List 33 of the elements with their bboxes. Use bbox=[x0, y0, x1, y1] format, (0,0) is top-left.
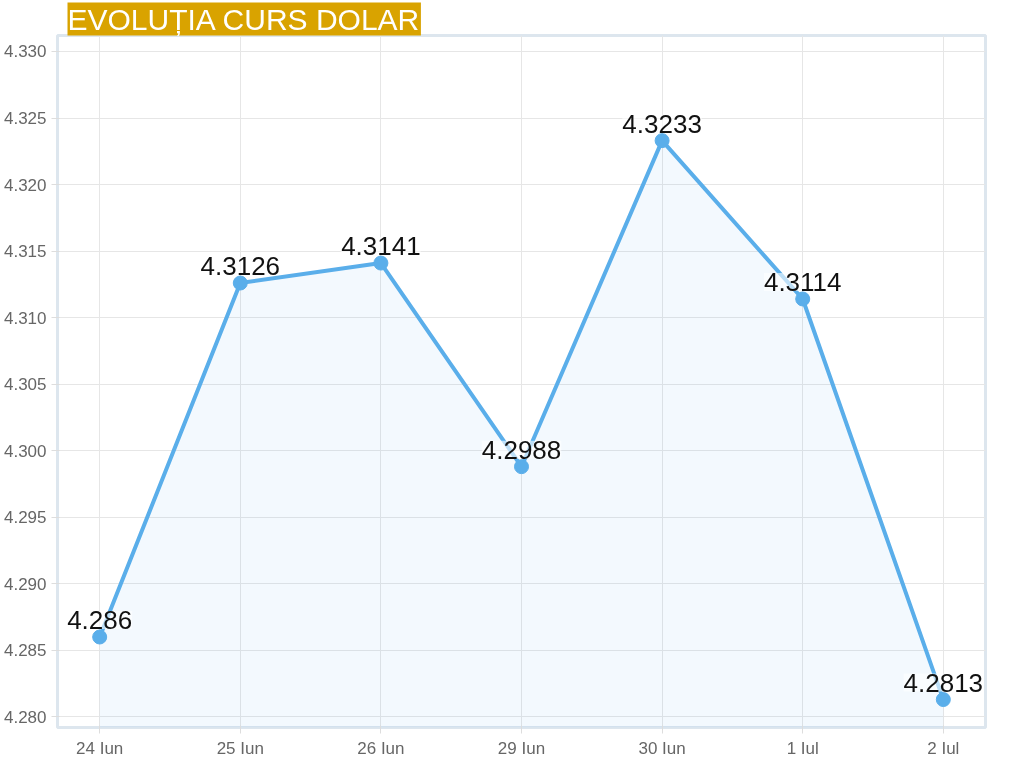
point bbox=[373, 255, 389, 271]
y-tick-label: 4.320 bbox=[3, 175, 47, 195]
x-tick-label: 25 Iun bbox=[216, 738, 264, 758]
data-label: 4.3126 bbox=[200, 251, 281, 282]
point bbox=[92, 629, 108, 645]
y-tick-label: 4.290 bbox=[3, 574, 47, 594]
x-tick-label: 24 Iun bbox=[76, 738, 124, 758]
chart-title: EVOLUȚIA CURS DOLAR bbox=[67, 2, 420, 36]
y-tick-label: 4.315 bbox=[3, 242, 47, 262]
y-tick-label: 4.300 bbox=[3, 441, 47, 461]
data-label: 4.3114 bbox=[763, 266, 842, 297]
data-label: 4.286 bbox=[67, 605, 133, 636]
x-tick-label: 2 Iul bbox=[927, 738, 960, 758]
y-tick-label: 4.295 bbox=[3, 508, 47, 528]
y-tick-label: 4.285 bbox=[3, 641, 47, 661]
point bbox=[232, 275, 248, 291]
y-tick-label: 4.280 bbox=[3, 707, 47, 727]
y-tick-label: 4.305 bbox=[3, 375, 47, 395]
x-tick-label: 29 Iun bbox=[497, 738, 546, 758]
data-label: 4.3233 bbox=[622, 108, 702, 139]
y-tick-label: 4.330 bbox=[3, 42, 47, 62]
point bbox=[795, 291, 811, 307]
x-tick-label: 30 Iun bbox=[638, 738, 686, 758]
point bbox=[514, 459, 529, 475]
x-tick-label: 1 Iul bbox=[786, 738, 819, 758]
y-tick-label: 4.325 bbox=[3, 109, 47, 129]
x-tick-label: 26 Iun bbox=[357, 738, 405, 758]
point bbox=[654, 133, 670, 149]
y-tick-label: 4.310 bbox=[3, 308, 47, 328]
point bbox=[935, 692, 951, 708]
data-label: 4.2988 bbox=[481, 434, 562, 465]
data-label: 4.2813 bbox=[903, 667, 984, 698]
data-label: 4.3141 bbox=[341, 231, 421, 262]
